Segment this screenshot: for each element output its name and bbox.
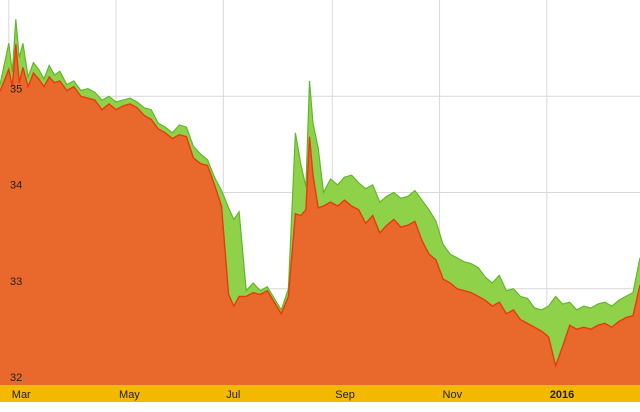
x-tick-label: Jul	[226, 389, 240, 401]
x-axis-band	[0, 385, 640, 402]
y-tick-label: 34	[10, 180, 22, 192]
y-axis-labels: 32 33 34 35	[10, 83, 22, 384]
x-tick-label: Mar	[12, 389, 31, 401]
lower-series-area	[0, 44, 640, 386]
x-tick-label: Sep	[335, 389, 355, 401]
upper-series-line	[0, 19, 640, 312]
x-tick-label: Nov	[443, 389, 463, 401]
x-tick-label: May	[119, 389, 140, 401]
lower-series-line	[0, 44, 640, 369]
y-tick-label: 33	[10, 276, 22, 288]
x-tick-label: 2016	[550, 389, 574, 401]
x-axis-labels: Mar May Jul Sep Nov 2016	[12, 389, 575, 401]
y-tick-label: 32	[10, 372, 22, 384]
y-tick-label: 35	[10, 83, 22, 95]
